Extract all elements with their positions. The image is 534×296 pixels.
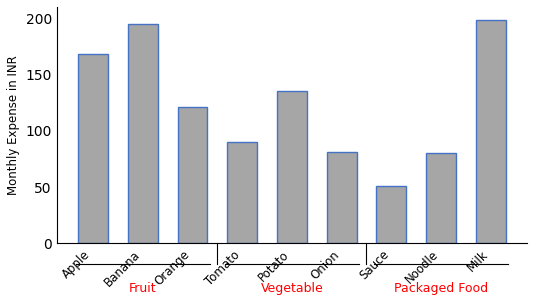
Bar xyxy=(476,20,506,243)
Bar xyxy=(177,107,207,243)
Text: Fruit: Fruit xyxy=(129,282,156,295)
Bar xyxy=(128,24,158,243)
Y-axis label: Monthly Expense in INR: Monthly Expense in INR xyxy=(7,55,20,195)
Bar xyxy=(78,54,108,243)
Bar xyxy=(376,186,406,243)
Bar xyxy=(277,91,307,243)
Bar xyxy=(327,152,357,243)
Bar xyxy=(426,153,456,243)
Text: Packaged Food: Packaged Food xyxy=(394,282,488,295)
Text: Vegetable: Vegetable xyxy=(261,282,323,295)
Bar xyxy=(227,142,257,243)
